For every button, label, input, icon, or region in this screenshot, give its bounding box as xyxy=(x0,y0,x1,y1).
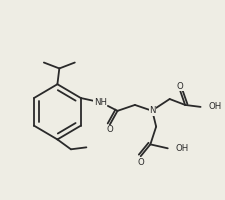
Text: O: O xyxy=(106,125,113,134)
Text: O: O xyxy=(177,82,184,91)
Text: N: N xyxy=(149,106,155,115)
Text: OH: OH xyxy=(208,102,222,111)
Text: O: O xyxy=(137,158,144,167)
Text: NH: NH xyxy=(94,98,107,107)
Text: OH: OH xyxy=(176,144,189,153)
